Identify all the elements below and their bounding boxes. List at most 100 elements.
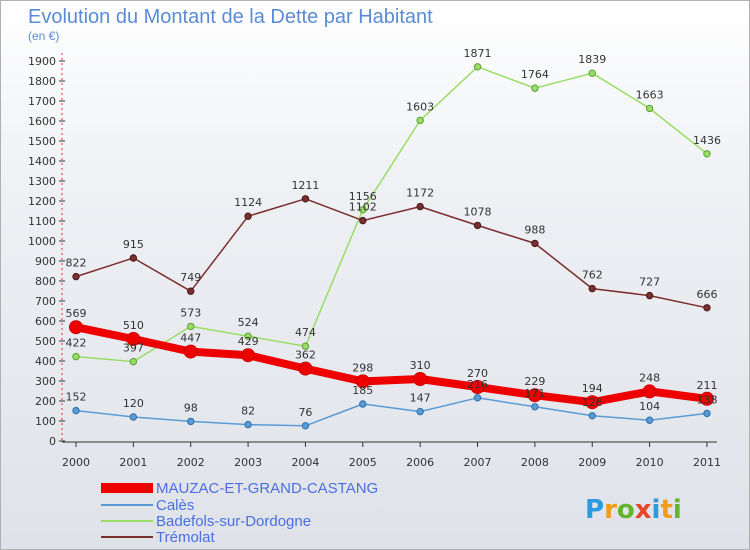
y-tick-label: 1900 xyxy=(28,55,56,68)
y-tick-label: 1800 xyxy=(28,75,56,88)
data-point-1-10 xyxy=(645,416,654,424)
data-point-0-11 xyxy=(699,391,714,406)
y-tick-label: 100 xyxy=(35,415,56,428)
data-point-1-11 xyxy=(703,409,711,418)
data-label-3-1: 915 xyxy=(123,238,144,251)
series-lines xyxy=(69,63,714,430)
data-label-2-1: 397 xyxy=(123,342,144,355)
data-label-3-10: 727 xyxy=(639,276,660,289)
data-label-3-6: 1172 xyxy=(406,187,434,200)
axes: 0 100 200 300 400 500 600 700 800 900 1000 1100 1200… xyxy=(28,53,721,469)
data-point-2-9 xyxy=(588,69,596,77)
data-label-2-4: 474 xyxy=(295,326,316,339)
brand-letter: i xyxy=(673,495,682,525)
data-point-1-0 xyxy=(72,406,80,415)
legend-label-1: Calès xyxy=(156,497,194,514)
x-tick-label: 2009 xyxy=(578,456,606,469)
data-point-3-2 xyxy=(187,287,195,295)
x-tick-label: 2007 xyxy=(464,456,492,469)
data-point-3-6 xyxy=(416,202,424,211)
y-tick-label: 900 xyxy=(35,255,56,268)
data-point-3-9 xyxy=(588,284,596,293)
brand-letter: o xyxy=(617,495,635,525)
data-label-0-5: 298 xyxy=(352,361,373,374)
data-label-3-0: 822 xyxy=(66,257,87,270)
y-tick-label: 1500 xyxy=(28,135,56,148)
data-point-3-10 xyxy=(645,291,654,300)
data-point-0-5 xyxy=(355,374,370,389)
data-point-0-1 xyxy=(126,332,141,346)
data-label-2-10: 1663 xyxy=(636,88,664,101)
data-point-2-5 xyxy=(359,206,367,214)
data-label-1-5: 185 xyxy=(352,384,373,397)
data-point-0-9 xyxy=(585,395,600,410)
x-tick-label: 2006 xyxy=(406,456,434,469)
data-label-3-4: 1211 xyxy=(291,179,319,192)
data-point-2-7 xyxy=(473,63,482,71)
data-label-2-8: 1764 xyxy=(521,68,549,81)
data-point-1-1 xyxy=(129,413,138,421)
data-point-3-7 xyxy=(473,221,482,230)
data-label-0-8: 229 xyxy=(524,375,545,388)
data-label-0-11: 211 xyxy=(696,379,717,392)
data-point-3-0 xyxy=(72,272,80,281)
data-label-0-3: 429 xyxy=(238,335,259,348)
x-tick-label: 2000 xyxy=(62,456,90,469)
data-point-2-0 xyxy=(72,352,80,361)
data-point-2-1 xyxy=(129,357,138,366)
data-label-0-1: 510 xyxy=(123,319,144,332)
data-label-2-0: 422 xyxy=(66,337,87,350)
data-label-1-4: 76 xyxy=(298,406,312,419)
data-label-0-9: 194 xyxy=(582,382,603,395)
x-tick-label: 2008 xyxy=(521,456,549,469)
data-label-3-3: 1124 xyxy=(234,196,262,209)
data-label-3-9: 762 xyxy=(582,269,603,282)
data-label-0-10: 248 xyxy=(639,371,660,384)
data-point-1-8 xyxy=(531,403,539,411)
data-point-3-4 xyxy=(301,195,310,203)
data-label-0-2: 447 xyxy=(180,332,201,345)
brand-letter: i xyxy=(652,495,661,525)
data-point-0-7 xyxy=(470,380,485,394)
data-label-3-2: 749 xyxy=(180,271,201,284)
data-label-1-7: 216 xyxy=(467,378,488,391)
data-point-1-4 xyxy=(301,422,310,430)
data-label-2-2: 573 xyxy=(180,306,201,319)
brand-letter: x xyxy=(635,495,652,525)
data-point-3-11 xyxy=(703,304,711,312)
data-label-1-2: 98 xyxy=(184,401,198,414)
legend-label-3: Trémolat xyxy=(156,529,215,546)
x-tick-label: 2002 xyxy=(177,456,205,469)
series-line-3 xyxy=(75,198,708,309)
x-tick-label: 2011 xyxy=(693,456,721,469)
data-label-1-0: 152 xyxy=(66,391,87,404)
data-label-2-5: 1156 xyxy=(349,190,377,203)
y-tick-label: 1200 xyxy=(28,195,56,208)
brand-letter: r xyxy=(604,495,617,525)
series-line-1 xyxy=(75,397,708,427)
data-point-1-9 xyxy=(588,412,596,420)
data-label-3-8: 988 xyxy=(524,223,545,236)
y-tick-label: 300 xyxy=(35,375,56,388)
data-point-2-6 xyxy=(416,116,424,125)
data-label-3-7: 1078 xyxy=(464,205,492,218)
legend: MAUZAC-ET-GRAND-CASTANGCalèsBadefols-sur… xyxy=(101,480,378,546)
data-point-0-2 xyxy=(183,344,198,359)
data-point-2-4 xyxy=(301,342,310,350)
series-line-2 xyxy=(75,66,708,363)
data-label-1-3: 82 xyxy=(241,405,255,418)
data-point-0-10 xyxy=(642,384,657,399)
data-label-2-6: 1603 xyxy=(406,100,434,113)
data-point-3-3 xyxy=(244,212,252,220)
y-tick-label: 0 xyxy=(49,435,56,448)
data-point-0-6 xyxy=(413,372,428,386)
y-tick-label: 600 xyxy=(35,315,56,328)
y-tick-label: 1400 xyxy=(28,155,56,168)
data-label-1-9: 126 xyxy=(582,396,603,409)
y-tick-label: 1000 xyxy=(28,235,56,248)
data-label-3-5: 1102 xyxy=(349,201,377,214)
y-tick-label: 800 xyxy=(35,275,56,288)
y-tick-label: 500 xyxy=(35,335,56,348)
data-label-0-4: 362 xyxy=(295,349,316,362)
